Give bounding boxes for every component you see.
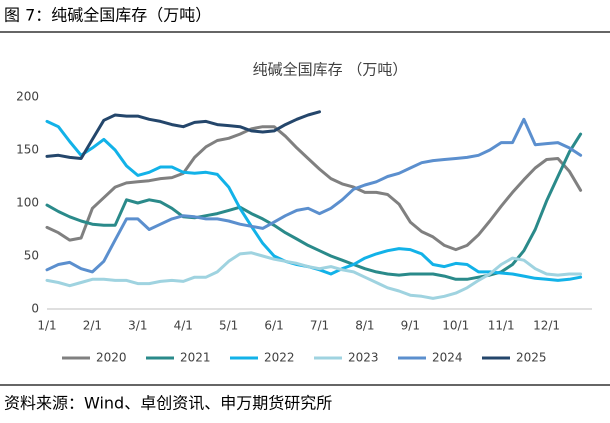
legend-label: 2021	[180, 351, 211, 365]
series-line	[45, 132, 583, 281]
y-tick-label: 100	[16, 196, 39, 210]
series-line	[45, 117, 583, 274]
figure-caption: 图 7：纯碱全国库存（万吨）	[4, 6, 211, 25]
legend-label: 2024	[432, 351, 463, 365]
x-tick-label: 5/1	[219, 319, 238, 333]
legend-label: 2025	[516, 351, 547, 365]
x-tick-label: 8/1	[355, 319, 374, 333]
source-note: 资料来源：Wind、卓创资讯、申万期货研究所	[4, 394, 332, 413]
x-tick-label: 10/1	[442, 319, 469, 333]
legend-label: 2022	[264, 351, 295, 365]
x-tick-label: 4/1	[174, 319, 193, 333]
x-tick-label: 6/1	[264, 319, 283, 333]
x-tick-label: 7/1	[310, 319, 329, 333]
legend-label: 2023	[348, 351, 379, 365]
series-line	[45, 125, 583, 252]
y-tick-label: 0	[31, 302, 39, 316]
chart-title: 纯碱全国库存 （万吨）	[253, 61, 408, 79]
y-tick-label: 150	[16, 143, 39, 157]
x-tick-label: 11/1	[488, 319, 515, 333]
y-tick-label: 50	[24, 249, 39, 263]
x-tick-label: 9/1	[401, 319, 420, 333]
series-line	[45, 110, 321, 160]
legend-label: 2020	[96, 351, 127, 365]
x-tick-label: 2/1	[83, 319, 102, 333]
x-tick-label: 1/1	[37, 319, 56, 333]
x-tick-label: 3/1	[128, 319, 147, 333]
y-tick-label: 200	[16, 90, 39, 104]
series-line	[45, 251, 583, 300]
x-tick-label: 12/1	[533, 319, 560, 333]
